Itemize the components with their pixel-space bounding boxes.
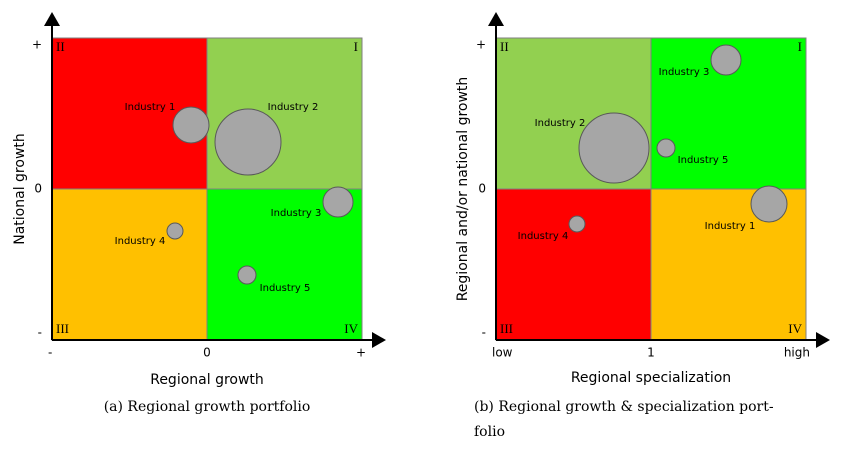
quadrant [495, 188, 652, 341]
bubble [214, 108, 282, 176]
caption: (b) Regional growth & specialization por… [474, 399, 774, 415]
quadrant-label: IV [344, 321, 358, 336]
x-tick-label: 0 [203, 346, 211, 360]
bubble-label: Industry 5 [678, 155, 729, 166]
bubble-label: Industry 2 [535, 118, 586, 129]
y-tick-label: - [38, 326, 42, 340]
y-tick-label: 0 [478, 182, 486, 196]
quadrant-label: II [56, 39, 65, 54]
quadrant-label: III [500, 321, 513, 336]
bubble [578, 112, 650, 184]
y-axis-label: National growth [12, 133, 28, 245]
bubble-label: Industry 5 [260, 283, 311, 294]
quadrant-label: IV [788, 321, 802, 336]
bubble [710, 44, 742, 76]
bubble [237, 265, 257, 285]
caption: folio [474, 424, 505, 440]
y-arrow [44, 12, 60, 26]
quadrant-label: I [798, 39, 802, 54]
x-axis-label: Regional growth [150, 372, 264, 388]
x-tick-label: + [356, 346, 366, 360]
quadrant-label: II [500, 39, 509, 54]
quadrant-label: I [354, 39, 358, 54]
x-tick-label: low [492, 346, 513, 360]
caption: (a) Regional growth portfolio [104, 399, 311, 415]
bubble-label: Industry 4 [518, 231, 569, 242]
bubble-label: Industry 3 [271, 208, 322, 219]
bubble [750, 185, 788, 223]
x-arrow [816, 332, 830, 348]
x-tick-label: - [48, 346, 52, 360]
quadrant [51, 188, 208, 341]
bubble-label: Industry 2 [268, 102, 319, 113]
bubble [166, 222, 184, 240]
x-arrow [372, 332, 386, 348]
bubble [568, 215, 586, 233]
x-axis-label: Regional specialization [571, 370, 731, 386]
y-tick-label: - [482, 326, 486, 340]
bubble [322, 186, 354, 218]
x-tick-label: 1 [647, 346, 655, 360]
y-tick-label: 0 [34, 182, 42, 196]
x-tick-label: high [784, 346, 810, 360]
quadrant-label: III [56, 321, 69, 336]
y-arrow [488, 12, 504, 26]
y-tick-label: + [476, 38, 486, 52]
bubble [656, 138, 676, 158]
bubble [172, 106, 210, 144]
bubble-label: Industry 3 [659, 67, 710, 78]
bubble-label: Industry 1 [125, 102, 176, 113]
bubble-label: Industry 1 [705, 221, 756, 232]
y-axis-label: Regional and/or national growth [455, 77, 471, 302]
bubble-label: Industry 4 [115, 236, 166, 247]
y-tick-label: + [32, 38, 42, 52]
